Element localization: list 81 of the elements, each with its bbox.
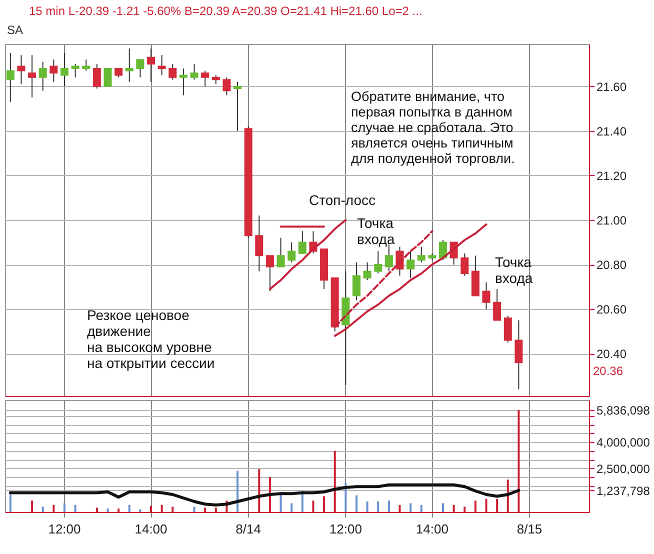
candlestick <box>460 252 469 276</box>
candlestick <box>493 288 502 321</box>
y-tick-label: 20.80 <box>596 258 627 272</box>
bar <box>377 502 380 512</box>
bar <box>290 503 293 512</box>
candlestick <box>168 64 177 80</box>
candlestick <box>179 68 188 96</box>
candlestick <box>352 262 360 301</box>
candlestick <box>439 240 447 261</box>
candlestick <box>28 54 36 98</box>
bar <box>193 506 196 512</box>
candlestick <box>222 76 231 96</box>
candlestick <box>158 54 166 76</box>
annotation: Обратите внимание, что первая попытка в данном случае не сработала. Это является очень типичным для полуденной торговли. <box>351 89 515 166</box>
candlestick <box>288 242 296 263</box>
candlestick <box>417 246 426 263</box>
x-tick-label: 8/14 <box>236 522 261 536</box>
bar <box>42 506 44 512</box>
bar <box>366 502 368 512</box>
text: SA <box>7 23 24 37</box>
y-tick-label: 21.00 <box>596 214 627 228</box>
annotation: Точка входа <box>357 215 395 247</box>
bar <box>442 503 444 512</box>
candlestick <box>276 237 285 268</box>
y-tick-label: 21.40 <box>596 124 627 138</box>
line-series <box>268 219 347 290</box>
bar <box>106 508 109 512</box>
candlestick <box>482 282 490 310</box>
candlestick <box>374 250 382 274</box>
bar <box>410 503 412 512</box>
candlestick <box>201 70 210 87</box>
x-tick-label: 8/15 <box>516 522 542 536</box>
annotation: Точка входа <box>495 254 533 286</box>
y-tick-label: 20.60 <box>596 302 627 317</box>
bar <box>128 505 130 512</box>
candlestick <box>190 64 198 80</box>
bar <box>355 495 358 512</box>
candlestick <box>38 61 47 92</box>
text: 20.36 <box>593 364 624 378</box>
bar <box>344 483 347 512</box>
candlestick <box>17 54 26 85</box>
annotation: Резкое ценовое движение на высоком уровне на открытии сессии <box>87 307 215 371</box>
x-tick-label: 14:00 <box>416 522 448 536</box>
candlestick <box>82 59 90 72</box>
x-tick-label: 14:00 <box>134 522 168 536</box>
candlestick <box>147 48 155 82</box>
y-tick-label: 21.20 <box>596 168 627 183</box>
y-tick-label: 4,000,000 <box>596 436 650 450</box>
candlestick <box>6 52 14 102</box>
line-series <box>334 230 434 328</box>
x-tick-label: 12:00 <box>329 522 362 536</box>
candlestick <box>406 250 415 278</box>
bar <box>388 500 390 512</box>
bar <box>236 470 239 512</box>
candlestick <box>298 230 306 254</box>
candlestick <box>255 215 264 272</box>
bar <box>74 505 76 512</box>
candlestick <box>234 81 242 132</box>
bar <box>139 509 142 512</box>
x-tick-label: 12:00 <box>48 522 81 536</box>
y-tick-label: 2,500,000 <box>596 462 650 476</box>
bar <box>63 503 66 512</box>
candlestick <box>136 59 144 78</box>
y-tick-label: 20.40 <box>596 347 627 362</box>
candlestick <box>50 59 58 82</box>
y-tick-label: 21.60 <box>596 80 627 94</box>
candlestick <box>125 48 134 82</box>
candlestick <box>363 262 372 281</box>
candlestick <box>60 52 68 87</box>
y-tick-label: 5,836,098 <box>596 403 650 418</box>
candlestick <box>104 68 112 87</box>
candlestick <box>504 315 512 344</box>
candlestick <box>71 64 80 78</box>
annotation: Стоп-лосс <box>309 192 376 208</box>
y-tick-label: 1,237,798 <box>596 484 650 498</box>
bar <box>9 494 12 512</box>
bar <box>420 505 422 512</box>
chart-title: 15 min L-20.39 -1.21 -5.60% B=20.39 A=20.39 O=21.41 Hi=21.60 Lo=2 ... <box>29 4 422 18</box>
candlestick <box>514 320 523 390</box>
candlestick <box>92 64 101 90</box>
line-series <box>8 483 520 506</box>
